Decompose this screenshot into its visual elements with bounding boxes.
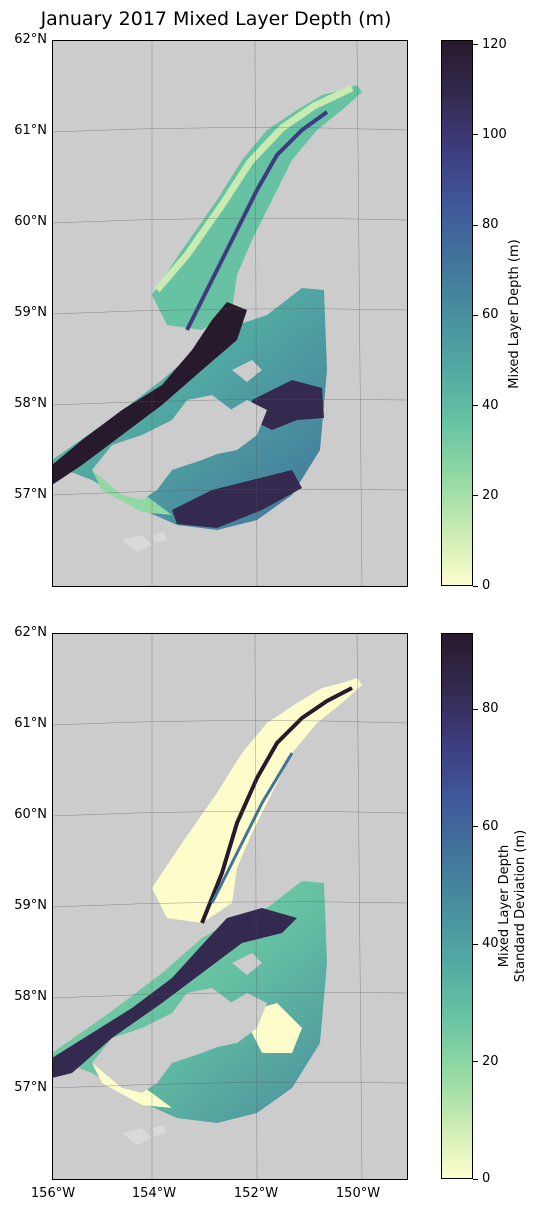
colorbar-tick-label: 60 (482, 818, 499, 834)
graticule-1 (52, 40, 408, 587)
small-islands (122, 1125, 167, 1145)
peninsula-land (92, 395, 237, 500)
island-north (232, 953, 262, 975)
inlet-channel (152, 678, 362, 923)
colorbar-label-2-line2: Standard Deviation (m) (513, 829, 528, 983)
colorbar-tick-mark (473, 943, 478, 945)
colorbar-tick-label: 20 (482, 487, 499, 503)
lon-label: 150°W (335, 1186, 381, 1201)
lat-label: 58°N (14, 989, 47, 1004)
lat-label: 58°N (14, 396, 47, 411)
colorbar-tick-mark (473, 134, 478, 136)
inlet-shallow-edge (154, 84, 354, 293)
colorbar-tick-label: 0 (482, 1171, 491, 1186)
deep-band (52, 302, 247, 485)
lat-label: 60°N (14, 807, 47, 822)
lon-label: 154°W (131, 1186, 177, 1201)
colorbar-tick-label: 120 (482, 36, 507, 52)
colorbar-tick-mark (473, 826, 478, 828)
inlet-channel (152, 85, 362, 330)
colorbar-tick-mark (473, 708, 478, 710)
colorbar-tick-mark (473, 585, 478, 587)
colorbar-tick-label: 20 (482, 1053, 499, 1069)
colorbar-tick-label: 0 (482, 578, 491, 593)
graticule-2 (52, 633, 408, 1180)
colorbar-tick-label: 80 (482, 701, 499, 717)
colorbar-tick-mark (473, 1061, 478, 1063)
inlet-channel-secondary (210, 752, 294, 904)
map-canvas-1 (52, 40, 408, 587)
map-panel-std-deviation (52, 633, 408, 1180)
colorbar-2 (441, 633, 473, 1179)
colorbar-1 (441, 40, 473, 586)
colorbar-tick-label: 40 (482, 936, 499, 952)
peninsula-land (92, 988, 237, 1093)
colorbar-tick-label: 60 (482, 307, 499, 323)
colorbar-tick-label: 80 (482, 217, 499, 232)
colorbar-tick-label: 100 (482, 126, 507, 142)
lat-label: 62°N (14, 32, 47, 47)
colorbar-label-2-line1: Mixed Layer Depth (497, 844, 512, 968)
colorbar-label-2: Mixed Layer Depth Standard Deviation (m) (497, 811, 529, 1001)
deep-patch-south (172, 470, 302, 528)
kodiak-island (192, 993, 267, 1048)
colorbar-tick-mark (473, 495, 478, 497)
lat-label: 59°N (14, 305, 47, 320)
island-north (232, 360, 262, 382)
deep-patch-east (252, 380, 324, 430)
inlet-deep-channel (200, 686, 353, 924)
lon-label: 156°W (30, 1186, 76, 1201)
map-panel-mixed-layer-depth (52, 40, 408, 587)
lat-label: 59°N (14, 898, 47, 913)
colorbar-tick-mark (473, 44, 478, 45)
map-canvas-2 (52, 633, 408, 1180)
lat-label: 57°N (14, 487, 47, 502)
colorbar-label-1: Mixed Layer Depth (m) (507, 239, 522, 389)
lat-label: 60°N (14, 214, 47, 229)
kodiak-island (192, 400, 267, 455)
lat-label: 57°N (14, 1080, 47, 1095)
lon-label: 152°W (233, 1186, 279, 1201)
colorbar-tick-label: 40 (482, 397, 499, 413)
lat-label: 61°N (14, 716, 47, 731)
lat-label: 62°N (14, 625, 47, 640)
colorbar-tick-mark (473, 224, 478, 226)
lat-label: 61°N (14, 123, 47, 138)
small-islands (122, 532, 167, 552)
figure-title: January 2017 Mixed Layer Depth (m) (40, 8, 392, 30)
deep-band (52, 908, 297, 1078)
colorbar-tick-mark (473, 314, 478, 316)
colorbar-tick-mark (473, 405, 478, 406)
inlet-deep-channel (185, 110, 329, 331)
colorbar-tick-mark (473, 1178, 478, 1180)
